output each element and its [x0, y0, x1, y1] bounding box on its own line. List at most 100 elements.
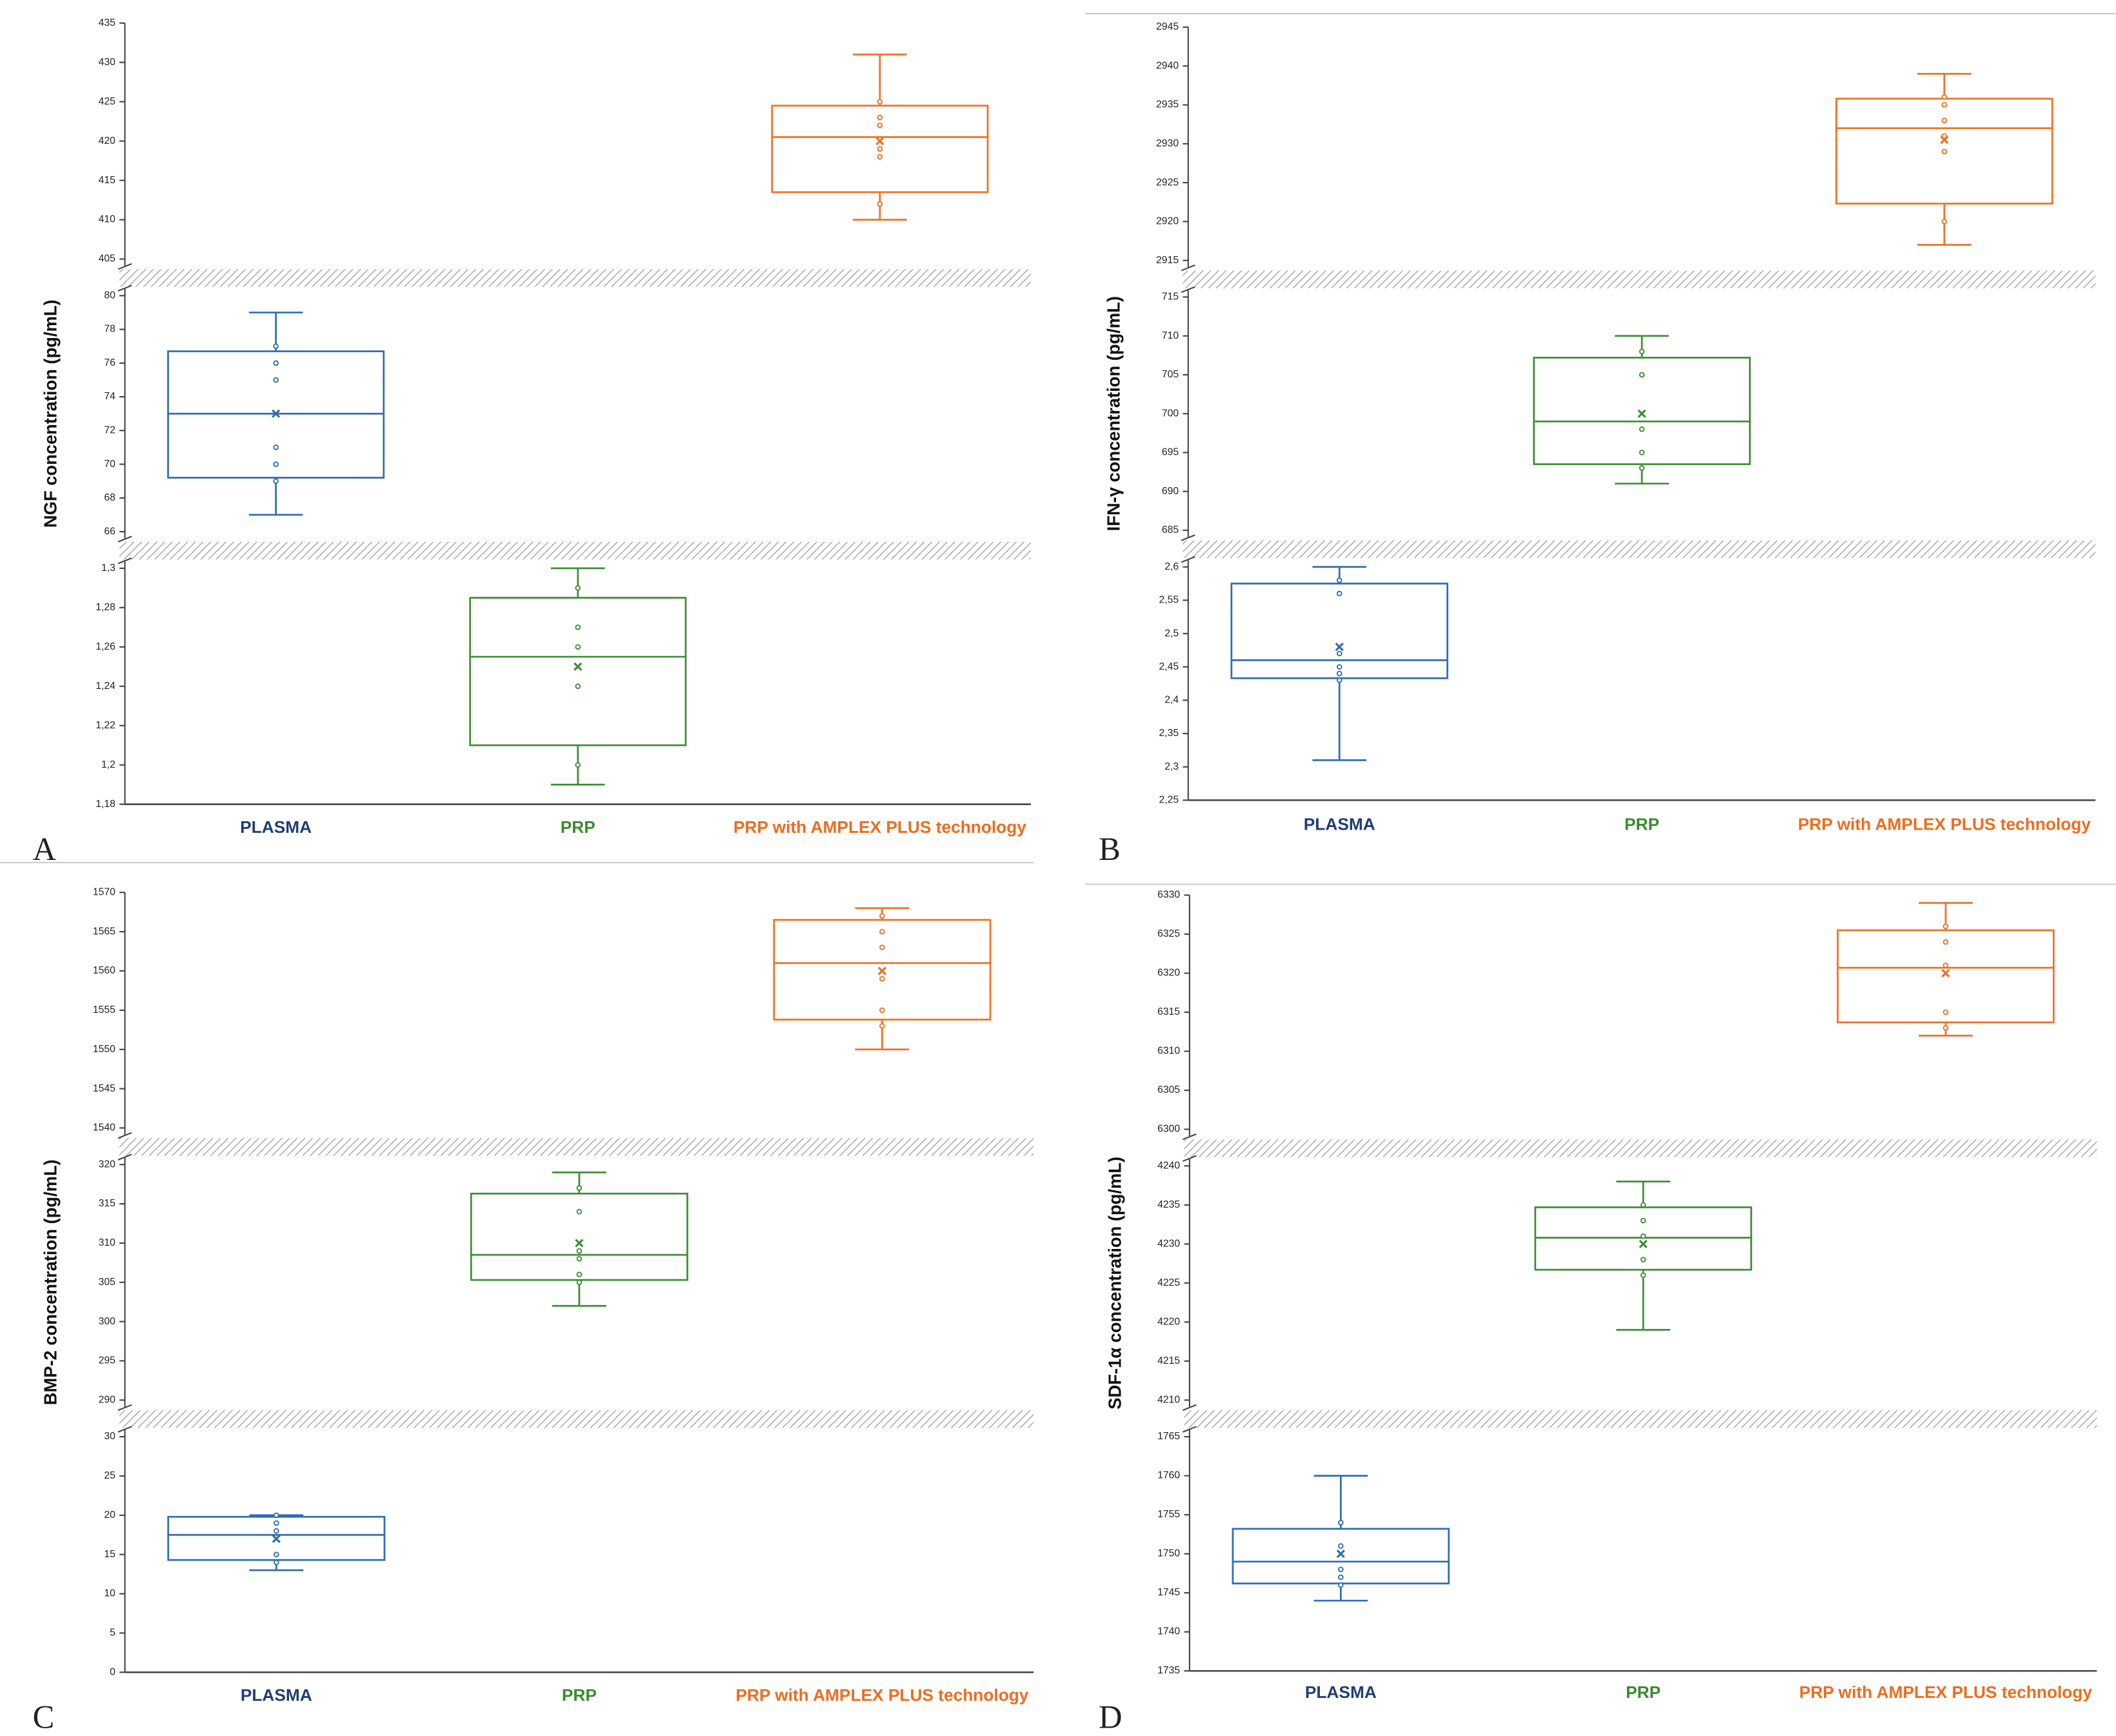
x-tick-label: PRP	[560, 817, 595, 837]
data-point	[879, 944, 885, 950]
category-label: PLASMA	[240, 1686, 312, 1705]
y-tick-label: 2935	[1156, 99, 1179, 110]
data-point	[274, 1559, 279, 1566]
data-point	[273, 478, 279, 484]
y-tick-label: 1765	[1157, 1431, 1180, 1442]
data-point	[1639, 426, 1645, 432]
mean-marker	[272, 409, 281, 418]
x-tick-label: PRP with AMPLEX PLUS technology	[735, 1686, 1028, 1704]
box	[1533, 357, 1751, 465]
break-mark	[117, 557, 132, 564]
y-tick-label: 1,3	[101, 563, 115, 574]
y-tick-label: 1740	[1157, 1626, 1180, 1637]
category-label: PRP	[560, 817, 595, 837]
data-point	[1640, 1272, 1646, 1279]
data-point	[879, 913, 885, 919]
data-point	[273, 360, 279, 366]
mean-marker	[575, 1239, 584, 1248]
data-point	[877, 154, 883, 160]
y-tick-label: 300	[99, 1316, 116, 1327]
break-mark	[1181, 264, 1195, 272]
y-tick-label: 66	[104, 526, 115, 537]
data-point	[1338, 1543, 1344, 1549]
axis-break	[1184, 1410, 2097, 1428]
data-point	[1941, 148, 1948, 155]
mean-marker	[875, 137, 884, 146]
y-tick-label: 2,5	[1164, 628, 1179, 639]
data-point	[273, 343, 279, 350]
y-tick-label: 2,25	[1159, 795, 1179, 806]
data-point	[1941, 133, 1948, 139]
y-tick-label: 5	[110, 1627, 115, 1638]
data-point	[879, 1007, 885, 1013]
y-tick-label: 2940	[1156, 60, 1179, 71]
y-tick-label: 6300	[1157, 1124, 1180, 1135]
data-point	[1942, 939, 1949, 945]
data-point	[575, 585, 581, 591]
y-tick-label: 1735	[1157, 1665, 1180, 1676]
y-tick-label: 1755	[1157, 1509, 1180, 1520]
data-point	[576, 1248, 583, 1254]
data-point	[877, 201, 883, 207]
box	[773, 919, 992, 1021]
data-point	[576, 1208, 583, 1215]
mean-marker	[1336, 1550, 1345, 1559]
y-axis-label: IFN-γ concentration (pg/mL)	[1104, 296, 1124, 531]
y-tick-label: 2,45	[1159, 661, 1179, 672]
y-tick-label: 1750	[1157, 1548, 1180, 1559]
y-tick-label: 430	[99, 57, 116, 68]
x-tick-label: PRP	[562, 1686, 597, 1704]
data-point	[575, 624, 581, 630]
y-tick-label: 6315	[1157, 1006, 1180, 1017]
panel-label: B	[1099, 831, 1121, 867]
break-mark	[1183, 1133, 1197, 1141]
data-point	[1942, 963, 1949, 968]
data-point	[273, 377, 279, 383]
y-tick-label: 68	[104, 492, 115, 503]
y-tick-label: 1565	[93, 926, 115, 937]
break-mark	[117, 1132, 132, 1139]
data-point	[1640, 1217, 1646, 1224]
y-tick-label: 78	[104, 324, 115, 335]
category-label: PRP with AMPLEX PLUS technology	[1797, 815, 2091, 834]
axis-break	[119, 541, 1031, 560]
y-tick-label: 2,6	[1164, 561, 1179, 572]
x-tick-label: PLASMA	[240, 1686, 312, 1705]
y-tick-label: 695	[1162, 447, 1179, 458]
category-label: PRP with AMPLEX PLUS technology	[733, 817, 1026, 837]
x-tick-label: PLASMA	[1305, 1683, 1377, 1702]
mean-marker	[877, 966, 886, 975]
y-tick-label: 6330	[1157, 890, 1180, 901]
data-point	[1640, 1233, 1646, 1239]
box	[771, 105, 989, 194]
y-tick-label: 1745	[1157, 1587, 1180, 1598]
y-tick-label: 1,2	[101, 759, 115, 770]
y-tick-label: 2,3	[1164, 761, 1179, 772]
data-point	[1336, 577, 1342, 583]
y-tick-label: 15	[104, 1549, 115, 1560]
y-tick-label: 72	[104, 425, 115, 436]
data-point	[1338, 1566, 1344, 1573]
break-mark	[1181, 286, 1195, 294]
data-point	[575, 683, 581, 690]
y-tick-label: 425	[99, 96, 116, 107]
y-tick-label: 74	[104, 391, 115, 402]
data-point	[1941, 102, 1948, 108]
y-tick-label: 685	[1162, 524, 1179, 535]
y-tick-label: 1545	[93, 1083, 115, 1094]
y-tick-label: 2915	[1156, 255, 1179, 266]
y-tick-label: 2920	[1156, 216, 1179, 227]
x-tick-label: PRP with AMPLEX PLUS technology	[1799, 1683, 2092, 1702]
y-tick-label: 715	[1162, 292, 1179, 303]
axis-break	[1183, 270, 2096, 288]
break-mark	[117, 1153, 132, 1161]
y-tick-label: 2,35	[1159, 728, 1179, 739]
data-point	[877, 99, 883, 105]
x-tick-label: PRP with AMPLEX PLUS technology	[1797, 815, 2091, 834]
data-point	[877, 114, 883, 121]
y-tick-label: 305	[99, 1277, 116, 1288]
data-point	[1336, 664, 1342, 670]
